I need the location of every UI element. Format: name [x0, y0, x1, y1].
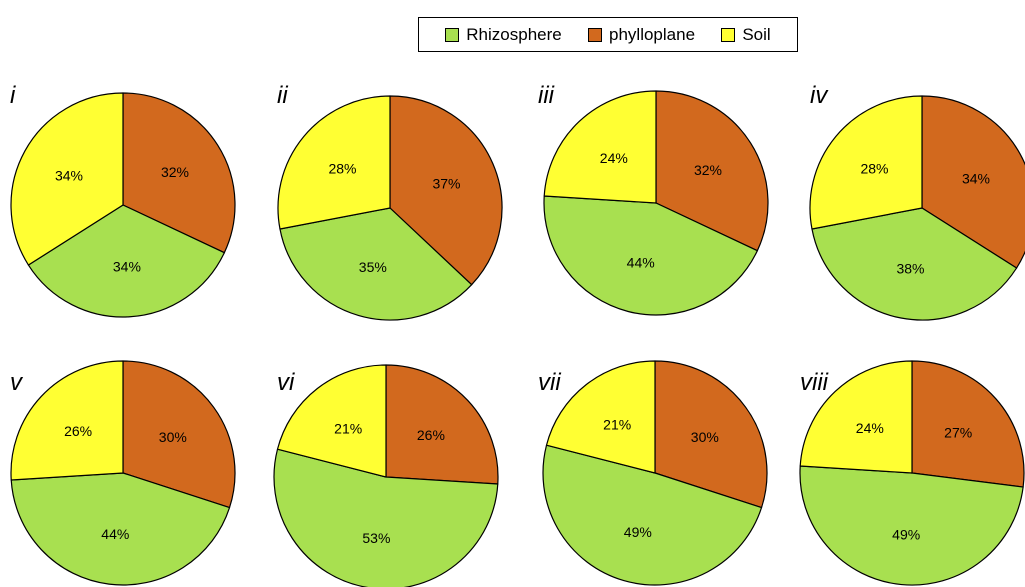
data-label-v-phylloplane: 30%: [159, 429, 187, 445]
panel-label-viii: viii: [800, 369, 829, 396]
legend-item-soil: Soil: [721, 24, 771, 45]
pie-slice-i-phylloplane: [122, 92, 236, 254]
pie-slice-v-rhizosphere: [10, 472, 231, 586]
pie-slice-vii-phylloplane: [654, 360, 768, 509]
data-label-iv-phylloplane: 34%: [962, 170, 990, 186]
legend-item-phylloplane: phylloplane: [588, 25, 695, 45]
pie-slice-vi-phylloplane: [385, 364, 499, 485]
pie-slice-vi-rhizosphere: [273, 448, 499, 587]
pie-slice-i-soil: [10, 92, 124, 266]
data-label-ii-rhizosphere: 35%: [359, 259, 387, 275]
pie-slice-viii-phylloplane: [911, 360, 1025, 488]
data-label-vii-phylloplane: 30%: [691, 429, 719, 445]
pie-slice-iii-phylloplane: [655, 90, 769, 252]
pie-slice-iii-soil: [543, 90, 657, 204]
pie-slice-iv-phylloplane: [921, 95, 1025, 269]
pie-slice-iv-rhizosphere: [811, 207, 1018, 321]
legend-label-phylloplane: phylloplane: [609, 24, 696, 44]
data-label-v-rhizosphere: 44%: [101, 526, 129, 542]
data-label-vi-rhizosphere: 53%: [362, 530, 390, 546]
panel-label-v: v: [10, 369, 24, 396]
pie-slice-vii-soil: [545, 360, 656, 474]
data-label-v-soil: 26%: [64, 423, 92, 439]
legend-swatch-soil: [721, 27, 736, 42]
data-label-viii-rhizosphere: 49%: [892, 526, 920, 542]
pie-slice-iv-soil: [809, 95, 923, 230]
legend-label-rhizosphere: Rhizosphere: [466, 24, 562, 44]
data-label-vi-soil: 21%: [334, 420, 362, 436]
panel-label-ii: ii: [277, 82, 288, 109]
pie-slice-vi-soil: [276, 364, 387, 478]
legend: Rhizosphere phylloplane Soil: [418, 17, 798, 52]
pie-slice-i-rhizosphere: [27, 204, 225, 318]
panel-label-vii: vii: [538, 369, 561, 396]
data-label-vi-phylloplane: 26%: [417, 427, 445, 443]
pie-slice-ii-phylloplane: [389, 95, 503, 286]
panel-label-vi: vi: [277, 369, 295, 396]
legend-swatch-phylloplane: [588, 27, 603, 42]
panel-label-iv: iv: [810, 82, 829, 109]
data-label-viii-phylloplane: 27%: [944, 424, 972, 440]
data-label-vii-soil: 21%: [603, 416, 631, 432]
data-label-viii-soil: 24%: [856, 420, 884, 436]
pie-slice-vii-rhizosphere: [542, 444, 763, 586]
data-label-iii-phylloplane: 32%: [694, 162, 722, 178]
pie-slice-ii-rhizosphere: [279, 207, 473, 321]
legend-label-soil: Soil: [742, 24, 771, 44]
pie-slice-iii-rhizosphere: [543, 195, 758, 316]
data-label-iii-rhizosphere: 44%: [627, 255, 655, 271]
data-label-vii-rhizosphere: 49%: [624, 524, 652, 540]
data-label-ii-phylloplane: 37%: [432, 176, 460, 192]
data-label-iv-rhizosphere: 38%: [896, 261, 924, 277]
data-label-i-phylloplane: 32%: [161, 164, 189, 180]
data-label-ii-soil: 28%: [328, 161, 356, 177]
pie-slice-ii-soil: [277, 95, 391, 230]
pie-slice-viii-rhizosphere: [799, 465, 1024, 586]
panel-label-i: i: [10, 82, 16, 109]
pie-slice-v-soil: [10, 360, 124, 481]
pie-slice-viii-soil: [799, 360, 913, 474]
data-label-i-soil: 34%: [55, 167, 83, 183]
legend-item-rhizosphere: Rhizosphere: [445, 24, 562, 45]
legend-swatch-rhizosphere: [445, 27, 460, 42]
data-label-i-rhizosphere: 34%: [113, 259, 141, 275]
panel-label-iii: iii: [538, 82, 555, 109]
pie-slice-v-phylloplane: [122, 360, 236, 509]
data-label-iii-soil: 24%: [600, 150, 628, 166]
data-label-iv-soil: 28%: [860, 161, 888, 177]
